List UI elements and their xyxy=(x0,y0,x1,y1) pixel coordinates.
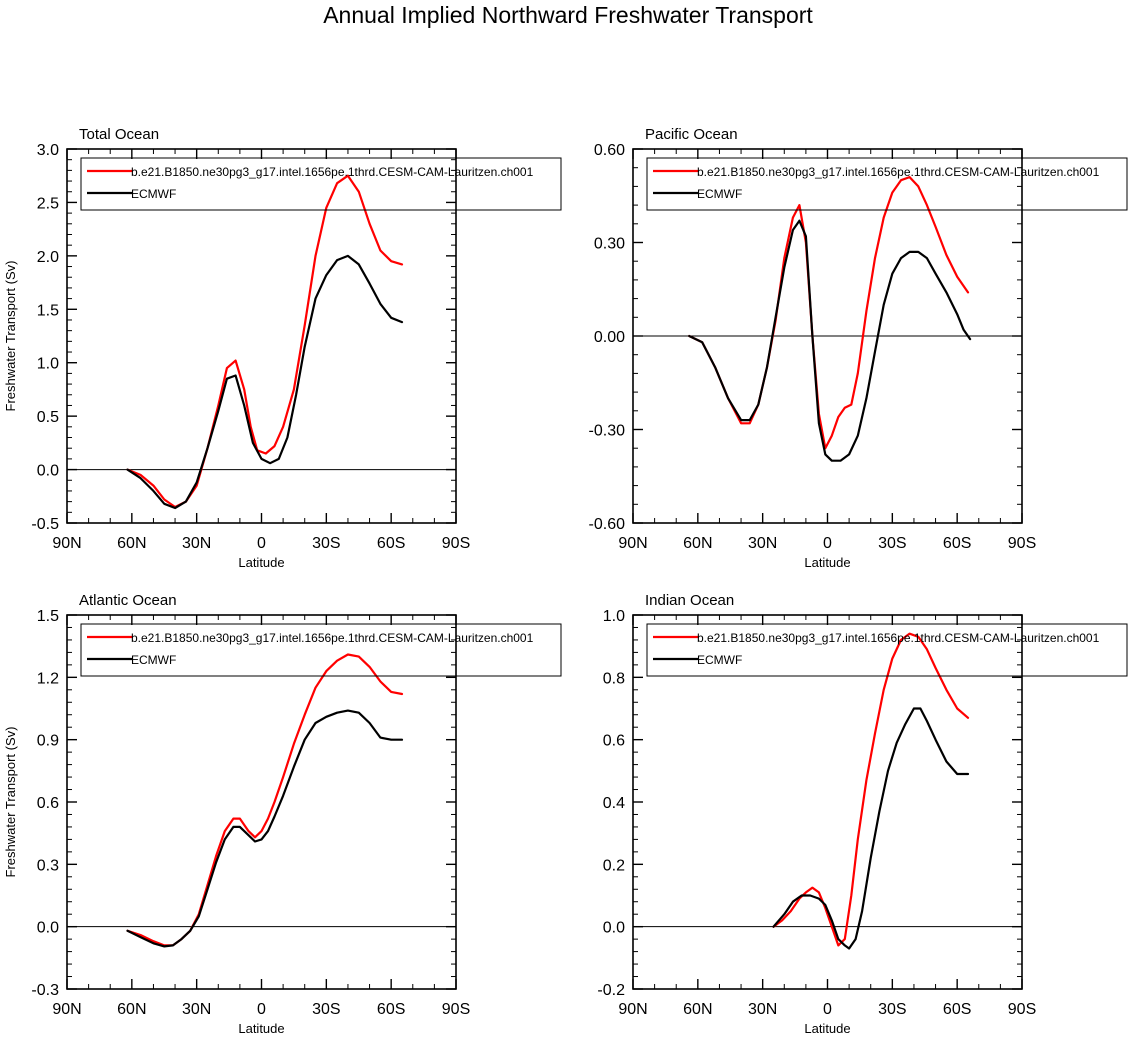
x-tick-label: 30S xyxy=(878,535,906,552)
ecmwf-series-line xyxy=(688,219,972,462)
x-tick-label: 60S xyxy=(377,535,405,552)
panel-atlantic-ocean: Atlantic Ocean -0.3 0.0 0.3 0.6 0.9 1.2 1.5 90N 6… xyxy=(3,592,562,1036)
x-tick-label: 60N xyxy=(683,535,712,552)
panel-title: Total Ocean xyxy=(79,126,159,143)
y-tick-label: 3.0 xyxy=(37,142,59,159)
y-tick-label: 1.0 xyxy=(603,608,625,625)
plot-frame xyxy=(66,614,457,990)
legend-entry: ECMWF xyxy=(131,653,176,667)
y-tick-label: 0.4 xyxy=(603,795,625,812)
ecmwf-series-line xyxy=(126,709,404,948)
plot-frame xyxy=(632,614,1023,990)
x-tick-label: 0 xyxy=(823,1001,832,1018)
panel-total-ocean: Total Ocean -0.5 0.0 0.5 1.0 1.5 2.0 2.5 3.0 90N 6… xyxy=(3,126,562,570)
x-tick-label: 90N xyxy=(52,535,81,552)
x-tick-label: 90S xyxy=(442,1001,470,1018)
y-tick-label: 0.30 xyxy=(594,236,625,253)
x-tick-label: 0 xyxy=(823,535,832,552)
legend-entry: b.e21.B1850.ne30pg3_g17.intel.1656pe.1th… xyxy=(131,631,534,645)
y-tick-label: 1.5 xyxy=(37,608,59,625)
panel-title: Indian Ocean xyxy=(645,592,734,609)
x-axis-label: Latitude xyxy=(238,1021,284,1036)
model-series-line xyxy=(688,176,970,450)
x-axis-label: Latitude xyxy=(804,1021,850,1036)
panel-title: Atlantic Ocean xyxy=(79,592,177,609)
y-tick-label: 0.60 xyxy=(594,142,625,159)
y-tick-label: -0.30 xyxy=(589,423,626,440)
x-axis-label: Latitude xyxy=(804,555,850,570)
plot-frame xyxy=(66,148,457,524)
plot-frame xyxy=(632,148,1023,524)
legend-entry: b.e21.B1850.ne30pg3_g17.intel.1656pe.1th… xyxy=(131,165,534,179)
y-tick-label: -0.2 xyxy=(597,982,625,999)
x-tick-label: 0 xyxy=(257,535,266,552)
model-series-line xyxy=(126,174,404,509)
legend-entry: ECMWF xyxy=(131,187,176,201)
legend-entry: b.e21.B1850.ne30pg3_g17.intel.1656pe.1th… xyxy=(697,631,1100,645)
y-tick-label: 0.0 xyxy=(603,920,625,937)
y-tick-label: -0.60 xyxy=(589,516,626,533)
x-tick-label: 60S xyxy=(943,535,971,552)
legend-entry: b.e21.B1850.ne30pg3_g17.intel.1656pe.1th… xyxy=(697,165,1100,179)
panel-indian-ocean: Indian Ocean -0.2 0.0 0.2 0.4 0.6 0.8 1.0 90N 60N… xyxy=(597,592,1128,1036)
y-tick-label: 1.0 xyxy=(37,356,59,373)
x-tick-label: 30S xyxy=(312,1001,340,1018)
y-tick-label: 0.6 xyxy=(603,733,625,750)
legend-entry: ECMWF xyxy=(697,653,742,667)
y-tick-label: 0.3 xyxy=(37,857,59,874)
y-tick-label: 2.0 xyxy=(37,249,59,266)
model-series-line xyxy=(772,632,970,947)
x-tick-label: 90S xyxy=(442,535,470,552)
figure-title: Annual Implied Northward Freshwater Tran… xyxy=(323,2,813,28)
y-tick-label: 0.00 xyxy=(594,329,625,346)
x-tick-label: 30N xyxy=(748,535,777,552)
legend-box xyxy=(646,157,1128,211)
x-tick-label: 30N xyxy=(748,1001,777,1018)
ecmwf-series-line xyxy=(772,707,970,950)
x-tick-label: 0 xyxy=(257,1001,266,1018)
x-tick-label: 60N xyxy=(117,535,146,552)
x-tick-label: 60N xyxy=(117,1001,146,1018)
y-tick-label: 0.6 xyxy=(37,795,59,812)
ecmwf-series-line xyxy=(126,254,404,510)
x-tick-label: 90S xyxy=(1008,1001,1036,1018)
legend-entry: ECMWF xyxy=(697,187,742,201)
y-tick-label: 1.2 xyxy=(37,670,59,687)
panel-title: Pacific Ocean xyxy=(645,126,738,143)
x-tick-label: 60S xyxy=(377,1001,405,1018)
y-tick-label: 0.9 xyxy=(37,733,59,750)
y-tick-label: 2.5 xyxy=(37,195,59,212)
y-tick-label: 0.5 xyxy=(37,409,59,426)
x-tick-label: 30N xyxy=(182,1001,211,1018)
panel-pacific-ocean: Pacific Ocean -0.60 -0.30 0.00 0.30 0.60 90N 60… xyxy=(589,126,1128,570)
x-tick-label: 30N xyxy=(182,535,211,552)
y-tick-label: -0.5 xyxy=(31,516,59,533)
x-tick-label: 30S xyxy=(878,1001,906,1018)
x-tick-label: 60N xyxy=(683,1001,712,1018)
legend-box xyxy=(80,623,562,677)
x-axis-label: Latitude xyxy=(238,555,284,570)
x-tick-label: 90N xyxy=(618,535,647,552)
y-tick-label: 0.0 xyxy=(37,920,59,937)
y-tick-label: -0.3 xyxy=(31,982,59,999)
y-tick-label: 0.2 xyxy=(603,857,625,874)
x-tick-label: 90S xyxy=(1008,535,1036,552)
y-tick-label: 0.8 xyxy=(603,670,625,687)
legend-box xyxy=(646,623,1128,677)
x-tick-label: 90N xyxy=(52,1001,81,1018)
legend-box xyxy=(80,157,562,211)
y-tick-label: 0.0 xyxy=(37,463,59,480)
y-axis-label: Freshwater Transport (Sv) xyxy=(3,727,18,878)
x-tick-label: 30S xyxy=(312,535,340,552)
model-series-line xyxy=(126,653,404,947)
y-axis-label: Freshwater Transport (Sv) xyxy=(3,261,18,412)
x-tick-label: 90N xyxy=(618,1001,647,1018)
y-tick-label: 1.5 xyxy=(37,302,59,319)
x-tick-label: 60S xyxy=(943,1001,971,1018)
